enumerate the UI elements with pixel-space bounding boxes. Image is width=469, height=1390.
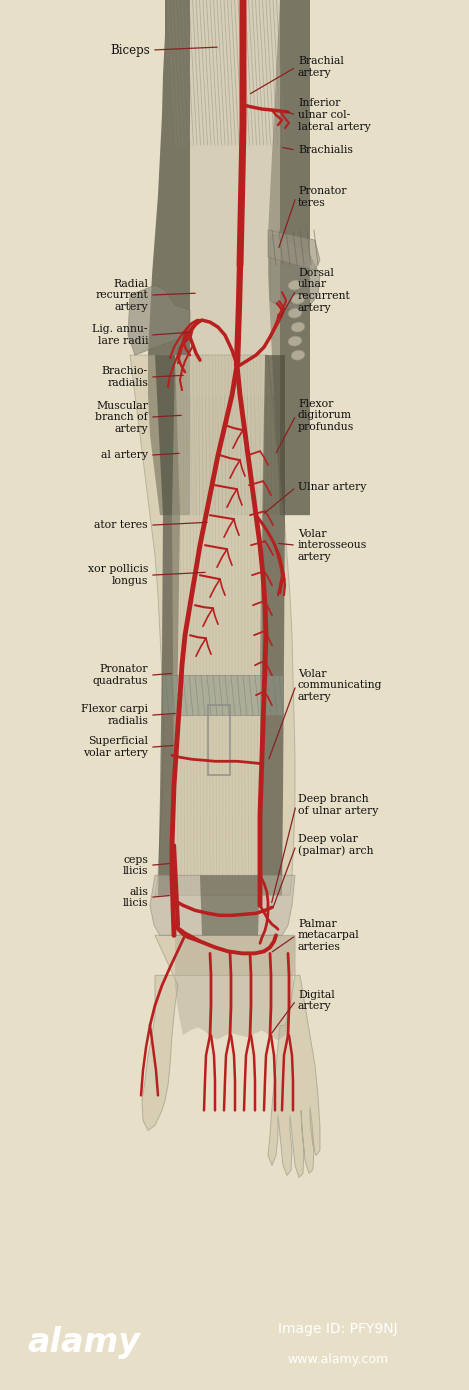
Polygon shape xyxy=(150,876,295,935)
Text: ceps
llicis: ceps llicis xyxy=(122,855,148,876)
Polygon shape xyxy=(200,876,260,935)
Polygon shape xyxy=(175,935,295,1040)
Text: Pronator
quadratus: Pronator quadratus xyxy=(92,664,148,687)
Text: Biceps: Biceps xyxy=(110,43,150,57)
Polygon shape xyxy=(270,235,320,310)
Text: Superficial
volar artery: Superficial volar artery xyxy=(83,737,148,758)
Text: xor pollicis
longus: xor pollicis longus xyxy=(88,564,148,587)
Text: Palmar
metacarpal
arteries: Palmar metacarpal arteries xyxy=(298,919,360,952)
Text: Volar
communicating
artery: Volar communicating artery xyxy=(298,669,383,702)
Text: Brachialis: Brachialis xyxy=(298,145,353,156)
Polygon shape xyxy=(130,354,295,895)
Polygon shape xyxy=(128,285,190,354)
Text: ator teres: ator teres xyxy=(94,520,148,530)
Text: Flexor carpi
radialis: Flexor carpi radialis xyxy=(81,705,148,726)
Text: Dorsal
ulnar
recurrent
artery: Dorsal ulnar recurrent artery xyxy=(298,268,351,313)
Polygon shape xyxy=(268,231,320,270)
Text: Volar
interosseous
artery: Volar interosseous artery xyxy=(298,528,367,562)
Ellipse shape xyxy=(291,295,305,304)
Text: Deep volar
(palmar) arch: Deep volar (palmar) arch xyxy=(298,834,373,856)
Polygon shape xyxy=(172,354,265,895)
Text: Pronator
teres: Pronator teres xyxy=(298,186,347,208)
Ellipse shape xyxy=(288,279,302,291)
Text: Brachial
artery: Brachial artery xyxy=(298,56,344,78)
Ellipse shape xyxy=(288,336,302,346)
Text: Ulnar artery: Ulnar artery xyxy=(298,482,366,492)
Text: Flexor
digitorum
profundus: Flexor digitorum profundus xyxy=(298,399,354,432)
Text: Brachio-
radialis: Brachio- radialis xyxy=(102,367,148,388)
Bar xyxy=(208,705,230,776)
Polygon shape xyxy=(162,676,283,716)
Text: Lig. annu-
lare radii: Lig. annu- lare radii xyxy=(92,324,148,346)
Polygon shape xyxy=(142,935,320,1177)
Ellipse shape xyxy=(288,309,302,318)
Polygon shape xyxy=(260,354,285,895)
Polygon shape xyxy=(148,0,190,516)
Polygon shape xyxy=(190,0,280,516)
Text: Deep branch
of ulnar artery: Deep branch of ulnar artery xyxy=(298,795,378,816)
Text: Inferior
ulnar col-
lateral artery: Inferior ulnar col- lateral artery xyxy=(298,99,371,132)
Ellipse shape xyxy=(291,322,305,332)
Text: al artery: al artery xyxy=(101,450,148,460)
Text: Image ID: PFY9NJ: Image ID: PFY9NJ xyxy=(278,1322,398,1336)
Text: Muscular
branch of
artery: Muscular branch of artery xyxy=(95,400,148,434)
Text: Radial
recurrent
artery: Radial recurrent artery xyxy=(95,278,148,311)
Text: alamy: alamy xyxy=(28,1326,141,1359)
Text: alis
llicis: alis llicis xyxy=(122,887,148,908)
Polygon shape xyxy=(268,0,310,516)
Ellipse shape xyxy=(291,350,305,360)
Polygon shape xyxy=(155,354,180,895)
Text: Digital
artery: Digital artery xyxy=(298,990,335,1011)
Text: www.alamy.com: www.alamy.com xyxy=(287,1354,388,1366)
